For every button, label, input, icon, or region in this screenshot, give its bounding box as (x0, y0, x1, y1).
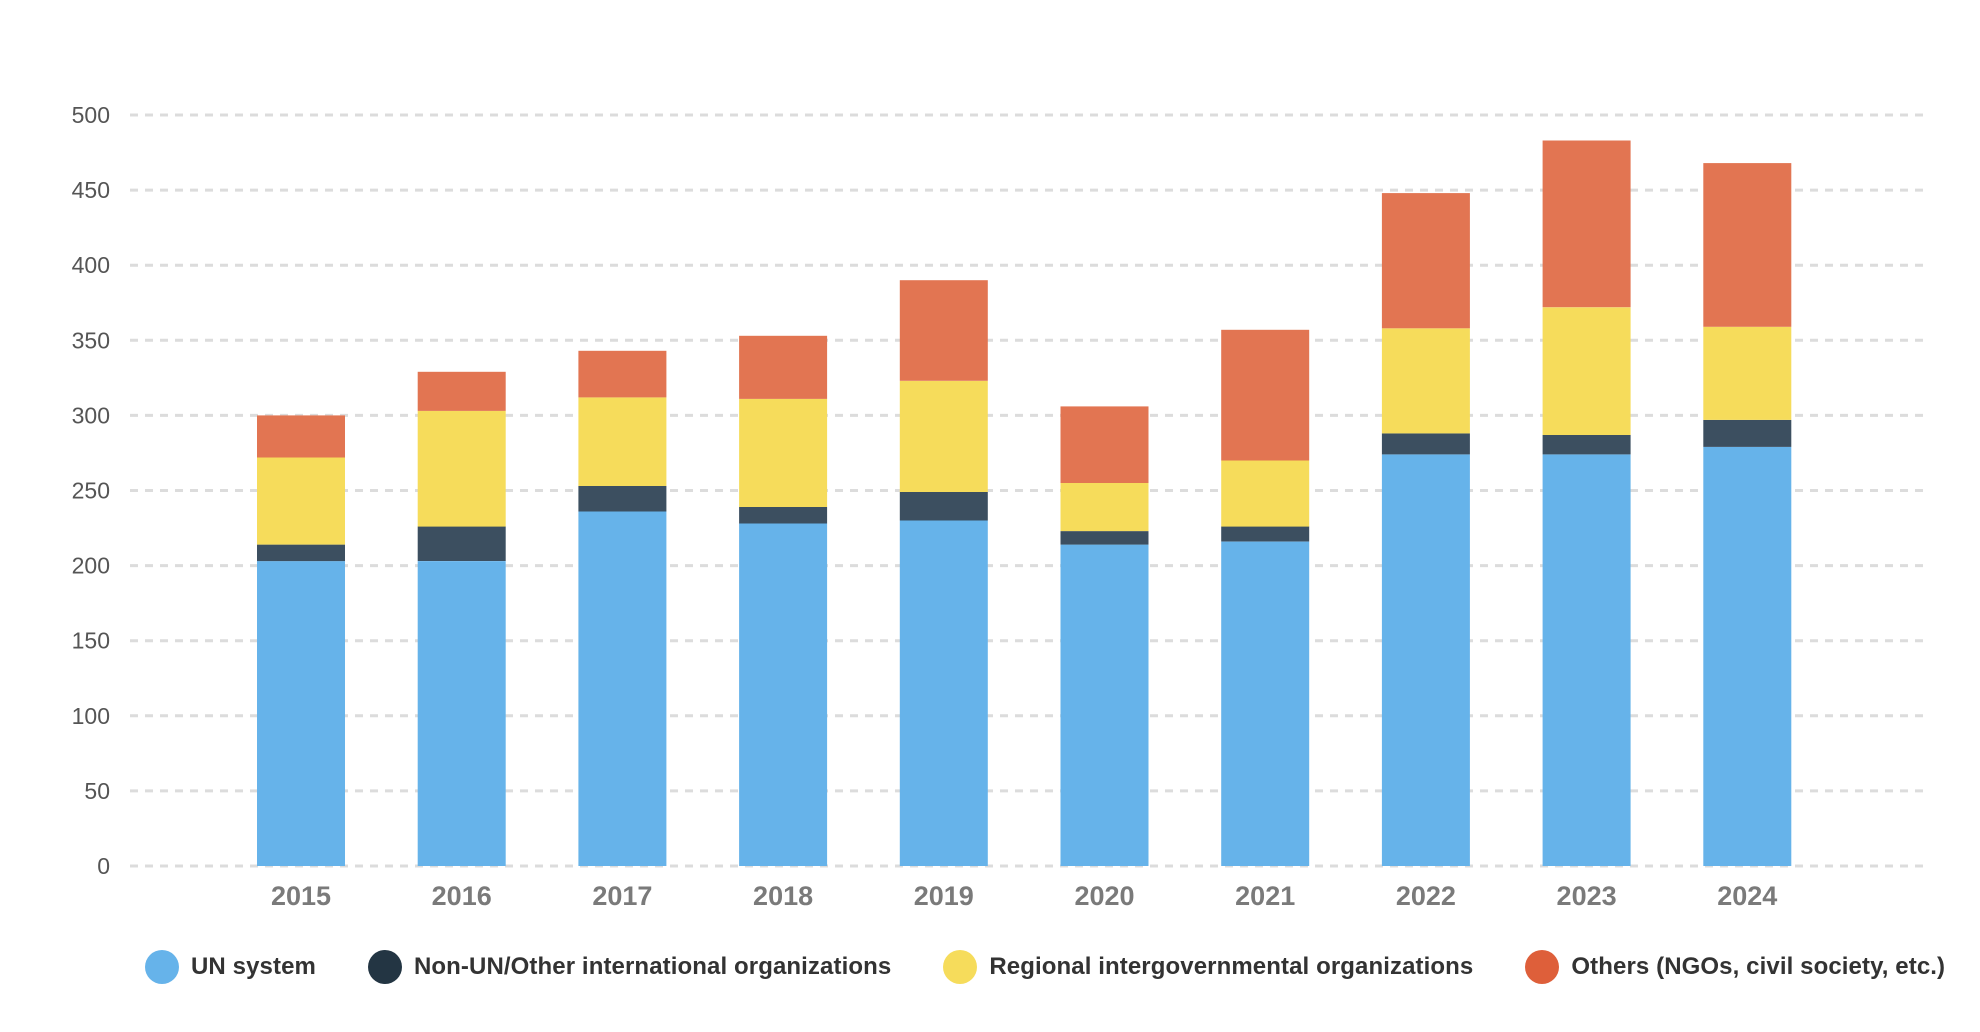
bar-segment-2020-2[interactable] (1060, 531, 1149, 545)
bar-segment-2022-1[interactable] (1381, 454, 1470, 867)
legend-swatch (367, 950, 402, 984)
x-tick-label: 2020 (1074, 881, 1134, 911)
y-tick-label: 200 (72, 553, 110, 579)
y-tick-label: 250 (72, 478, 110, 504)
bar-segment-2018-3[interactable] (739, 398, 828, 507)
legend-label: Regional intergovernmental organizations (989, 953, 1474, 980)
bar-segment-2019-2[interactable] (899, 492, 988, 521)
x-tick-label: 2019 (914, 881, 974, 911)
bar-segment-2017-4[interactable] (578, 350, 667, 398)
legend-swatch (1525, 950, 1560, 984)
bar-segment-2023-4[interactable] (1542, 140, 1631, 308)
bar-segment-2021-4[interactable] (1221, 329, 1310, 461)
bar-segment-2016-4[interactable] (417, 371, 506, 411)
y-tick-label: 100 (72, 703, 110, 729)
bar-segment-2022-3[interactable] (1381, 328, 1470, 434)
bar-segment-2021-2[interactable] (1221, 526, 1310, 542)
y-axis-ticks: 0 50 100 150 200 250 300 350 400 450 500 (72, 102, 110, 879)
grid-lines (130, 113, 1925, 868)
bar-segment-2019-1[interactable] (899, 520, 988, 867)
bar-segment-2017-1[interactable] (578, 511, 667, 867)
y-tick-label: 300 (72, 402, 110, 428)
legend-item-non-un[interactable]: Non-UN/Other international organizations (367, 950, 892, 984)
bar-segment-2018-1[interactable] (739, 523, 828, 867)
bar-segment-2020-3[interactable] (1060, 483, 1149, 532)
y-tick-label: 50 (84, 778, 110, 804)
x-axis-ticks: 2015 2016 2017 2018 2019 2020 2021 2022 2023 2024 (271, 881, 1777, 911)
bar-segment-2015-2[interactable] (257, 544, 345, 562)
x-tick-label: 2021 (1235, 881, 1295, 911)
bar-segment-2022-4[interactable] (1381, 193, 1470, 329)
x-tick-label: 2024 (1717, 881, 1777, 911)
y-tick-label: 350 (72, 327, 110, 353)
legend-swatch (943, 950, 978, 984)
bar-segment-2020-4[interactable] (1060, 406, 1149, 483)
x-tick-label: 2015 (271, 881, 331, 911)
bar-segment-2018-2[interactable] (739, 507, 828, 524)
bar-segment-2023-2[interactable] (1542, 434, 1631, 455)
bar-segment-2024-1[interactable] (1703, 446, 1792, 866)
bar-segment-2022-2[interactable] (1381, 433, 1470, 455)
bar-segment-2023-3[interactable] (1542, 307, 1631, 435)
bar-segment-2019-4[interactable] (899, 280, 988, 381)
x-tick-label: 2023 (1557, 881, 1617, 911)
legend-label: Non-UN/Other international organizations (413, 953, 892, 980)
y-tick-label: 500 (72, 102, 110, 128)
bar-segment-2021-3[interactable] (1221, 460, 1310, 527)
bar-segment-2020-1[interactable] (1060, 544, 1149, 866)
y-tick-label: 400 (72, 252, 110, 278)
y-tick-label: 150 (72, 628, 110, 654)
x-tick-label: 2018 (753, 881, 813, 911)
y-tick-label: 450 (72, 177, 110, 203)
bar-segment-2019-3[interactable] (899, 380, 988, 492)
bar-segment-2024-4[interactable] (1703, 163, 1792, 327)
bar-segment-2015-3[interactable] (257, 457, 345, 545)
bar-segment-2016-3[interactable] (417, 410, 506, 527)
bar-segment-2024-3[interactable] (1703, 326, 1792, 420)
bar-segment-2015-1[interactable] (257, 561, 345, 866)
x-tick-label: 2017 (592, 881, 652, 911)
bar-segment-2015-4[interactable] (257, 415, 345, 458)
bar-segment-2016-2[interactable] (417, 526, 506, 562)
legend-item-un-system[interactable]: UN system (145, 950, 316, 984)
legend-swatch (145, 950, 179, 984)
bar-segment-2024-2[interactable] (1703, 419, 1792, 447)
bars (257, 140, 1792, 867)
legend-item-others[interactable]: Others (NGOs, civil society, etc.) (1525, 950, 1945, 984)
x-tick-label: 2022 (1396, 881, 1456, 911)
y-tick-label: 0 (97, 853, 110, 879)
bar-segment-2017-2[interactable] (578, 486, 667, 512)
legend-item-regional[interactable]: Regional intergovernmental organizations (943, 950, 1473, 984)
bar-segment-2023-1[interactable] (1542, 454, 1631, 867)
bar-segment-2018-4[interactable] (739, 335, 828, 399)
bar-segment-2021-1[interactable] (1221, 541, 1310, 866)
legend: UN system Non-UN/Other international org… (145, 950, 1980, 984)
bar-segment-2017-3[interactable] (578, 397, 667, 486)
x-tick-label: 2016 (432, 881, 492, 911)
bar-segment-2016-1[interactable] (417, 561, 506, 866)
legend-label: UN system (191, 953, 316, 980)
legend-label: Others (NGOs, civil society, etc.) (1571, 953, 1946, 980)
